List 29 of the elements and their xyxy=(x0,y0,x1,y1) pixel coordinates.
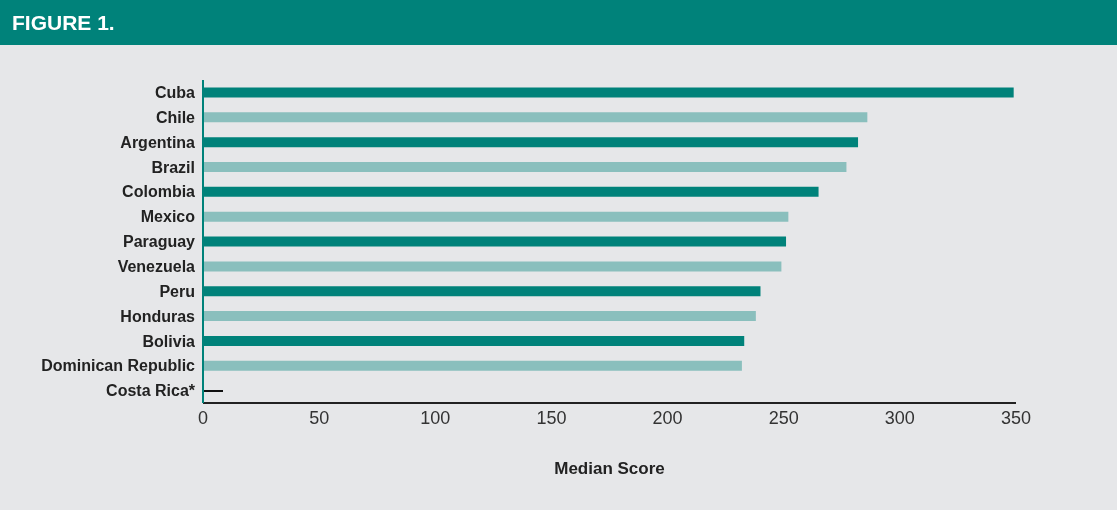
x-axis-title: Median Score xyxy=(554,459,665,478)
bar xyxy=(203,161,847,172)
bar xyxy=(203,112,868,123)
x-tick-label: 350 xyxy=(1000,407,1032,428)
x-tick-label: 0 xyxy=(197,407,209,428)
bar xyxy=(203,360,742,371)
bar xyxy=(203,211,789,222)
y-tick-label: Cuba xyxy=(155,84,196,102)
y-tick-label: Chile xyxy=(155,108,196,126)
y-tick-label: Peru xyxy=(159,282,195,300)
y-tick-label: Colombia xyxy=(122,183,196,201)
bar xyxy=(203,311,756,322)
y-tick-label: Venezuela xyxy=(117,258,196,276)
y-tick-label: Costa Rica* xyxy=(106,382,196,400)
chart-title: FIGURE 1. xyxy=(0,0,1117,45)
x-tick-label: 50 xyxy=(309,407,330,428)
x-tick-label: 150 xyxy=(536,407,567,428)
x-tick-label: 300 xyxy=(884,407,915,428)
y-tick-label: Honduras xyxy=(120,307,196,325)
x-tick-label: 250 xyxy=(768,407,799,428)
bar xyxy=(203,261,782,272)
y-tick-label: Brazil xyxy=(151,158,195,176)
x-tick-label: 100 xyxy=(420,407,451,428)
x-tick-label: 200 xyxy=(652,407,683,428)
y-tick-label: Paraguay xyxy=(122,233,196,251)
y-tick-label: Bolivia xyxy=(142,332,196,350)
y-tick-label: Dominican Republic xyxy=(41,357,196,375)
y-tick-label: Mexico xyxy=(140,208,196,226)
y-tick-label: Argentina xyxy=(120,133,196,151)
